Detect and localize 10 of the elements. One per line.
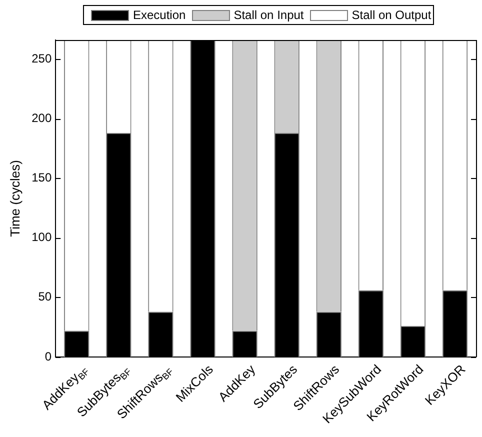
y-tick-label: 0 xyxy=(44,349,52,364)
series-label: Stall on Output xyxy=(352,8,432,22)
y-tick-label: 50 xyxy=(38,290,52,304)
y-axis-title: Time (cycles) xyxy=(7,160,22,237)
y-tick-label: 150 xyxy=(32,170,52,185)
y-tick-label: 250 xyxy=(32,51,52,66)
legend-label: Execution xyxy=(133,8,186,22)
legend-label: Stall on Input xyxy=(234,8,304,22)
y-tick-label: 100 xyxy=(32,230,52,244)
y-tick-label: 200 xyxy=(32,110,52,125)
